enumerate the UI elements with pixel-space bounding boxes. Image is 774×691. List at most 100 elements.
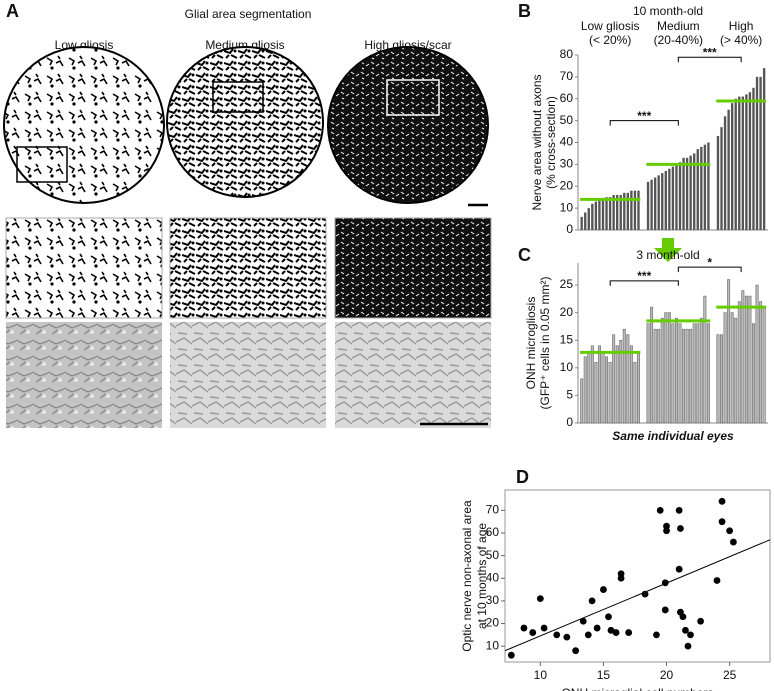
bar: [615, 345, 619, 424]
bar: [678, 162, 682, 230]
y-tick-label: 0: [566, 222, 573, 236]
bar: [653, 328, 657, 424]
point: [536, 595, 544, 603]
bar: [594, 362, 598, 424]
point: [553, 631, 561, 639]
bar: [755, 76, 759, 230]
significance-bracket: [677, 266, 742, 273]
y-tick-label: 5: [566, 388, 573, 402]
significance-bracket: [609, 120, 679, 126]
footnote: Same individual eyes: [612, 429, 734, 443]
point: [588, 597, 596, 605]
point: [529, 629, 537, 636]
bar: [630, 190, 633, 230]
point: [661, 606, 669, 614]
bar: [601, 350, 605, 424]
bar: [751, 323, 755, 424]
point: [730, 538, 737, 546]
bar: [730, 103, 734, 230]
zoom-box: [16, 146, 68, 183]
point: [682, 626, 689, 634]
y-tick-label: 20: [560, 305, 574, 319]
point: [679, 613, 687, 621]
point: [572, 647, 580, 655]
panel-label: D: [516, 467, 529, 487]
y-tick-label: 0: [566, 415, 573, 429]
y-tick-label: 10: [560, 360, 574, 374]
y-tick-label: 20: [486, 616, 500, 630]
point: [663, 527, 670, 535]
zoom-image: [5, 217, 163, 319]
bar: [685, 328, 689, 424]
bar: [619, 195, 622, 230]
point: [697, 617, 704, 625]
x-tick-label: 10: [534, 668, 548, 682]
point: [675, 506, 683, 514]
y-tick-label: 40: [486, 570, 500, 584]
point: [600, 586, 607, 593]
bar: [762, 68, 766, 230]
bar: [727, 109, 730, 230]
bar: [745, 94, 748, 230]
trendline: [504, 539, 771, 652]
y-tick-label: 50: [560, 113, 574, 127]
bar: [660, 317, 664, 424]
point: [684, 642, 692, 650]
bar: [674, 317, 678, 424]
point: [625, 629, 633, 636]
arrow: [654, 238, 682, 262]
point: [653, 631, 660, 639]
bar: [637, 350, 640, 424]
nerve-image: [166, 46, 324, 198]
bar: [650, 306, 654, 424]
point: [612, 629, 620, 636]
bar: [664, 170, 667, 230]
bar: [730, 312, 734, 424]
point: [641, 590, 649, 598]
bar: [762, 306, 766, 424]
y-axis-label: Nerve area without axons: [530, 74, 544, 210]
point: [593, 624, 601, 632]
point: [677, 525, 684, 532]
bar: [587, 350, 591, 424]
bar: [605, 356, 609, 424]
bar: [584, 212, 587, 230]
bar: [700, 146, 703, 230]
bar: [612, 195, 615, 230]
bar: [693, 153, 696, 230]
y-tick-label: 40: [560, 135, 574, 149]
x-tick-label: 15: [597, 668, 611, 682]
bar: [619, 339, 623, 424]
bar: [598, 199, 601, 230]
bar: [594, 201, 598, 230]
group-label: High: [729, 19, 754, 33]
bar: [707, 142, 710, 230]
point: [617, 574, 625, 582]
histology-image: [170, 322, 326, 428]
bar: [759, 76, 762, 230]
y-tick-label: 50: [486, 548, 500, 562]
bar: [629, 345, 633, 424]
bar: [657, 175, 660, 230]
bar: [685, 157, 689, 230]
y-tick-label: 10: [486, 638, 500, 652]
group-label: Medium: [657, 19, 700, 33]
bar: [580, 378, 584, 424]
bar: [653, 177, 657, 230]
significance-label: ***: [703, 45, 717, 59]
point: [718, 518, 726, 526]
point: [713, 577, 721, 584]
bar: [727, 279, 731, 424]
y-axis-label: at 10 months of age: [475, 523, 489, 629]
y-axis-label: (% cross-section): [544, 96, 558, 189]
point: [563, 633, 571, 641]
bar: [608, 362, 612, 424]
bar: [616, 195, 619, 230]
nerve-image: [3, 46, 165, 204]
significance-bracket: [609, 280, 679, 286]
bar: [590, 345, 594, 424]
chart-title: 3 month-old: [636, 248, 699, 262]
bar: [626, 192, 630, 230]
bar: [678, 323, 682, 424]
